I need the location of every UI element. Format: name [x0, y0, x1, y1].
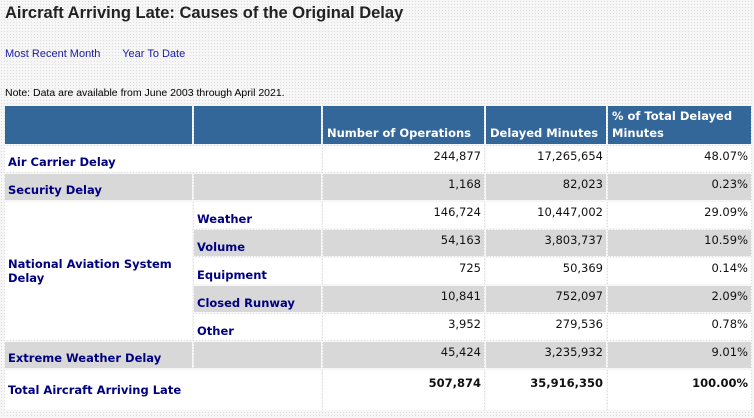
cell-percent: 0.78% [608, 314, 751, 340]
most-recent-month-link[interactable]: Most Recent Month [5, 48, 101, 60]
cell-percent: 100.00% [608, 370, 751, 410]
header-subcause [194, 106, 321, 144]
sub-row-label: Weather [194, 202, 321, 228]
cell-minutes: 279,536 [486, 314, 606, 340]
cell-operations: 10,841 [323, 286, 484, 312]
cell-operations: 54,163 [323, 230, 484, 256]
sub-row-label: Volume [194, 230, 321, 256]
table-row-security: Security Delay 1,168 82,023 0.23% [5, 174, 751, 200]
cell-minutes: 10,447,002 [486, 202, 606, 228]
cell-operations: 244,877 [323, 146, 484, 172]
cell-empty [194, 342, 321, 368]
cell-percent: 29.09% [608, 202, 751, 228]
row-label: Extreme Weather Delay [5, 342, 192, 368]
table-row-nas-equipment: Equipment 725 50,369 0.14% [5, 258, 751, 284]
header-number-of-operations: Number of Operations [323, 106, 484, 144]
cell-percent: 0.14% [608, 258, 751, 284]
table-row-nas-weather: National Aviation System Delay Weather 1… [5, 202, 751, 340]
delay-causes-table: Number of Operations Delayed Minutes % o… [3, 104, 753, 412]
table-row-air-carrier: Air Carrier Delay 244,877 17,265,654 48.… [5, 146, 751, 172]
cell-operations: 507,874 [323, 370, 484, 410]
cell-operations: 146,724 [323, 202, 484, 228]
cell-minutes: 3,235,932 [486, 342, 606, 368]
cell-percent: 9.01% [608, 342, 751, 368]
table-header-row: Number of Operations Delayed Minutes % o… [5, 106, 751, 144]
table-row-nas-other: Other 3,952 279,536 0.78% [5, 314, 751, 340]
cell-operations: 3,952 [323, 314, 484, 340]
table-row-extreme-weather: Extreme Weather Delay 45,424 3,235,932 9… [5, 342, 751, 368]
header-percent-total-delayed: % of Total Delayed Minutes [608, 106, 751, 144]
cell-percent: 10.59% [608, 230, 751, 256]
header-cause [5, 106, 192, 144]
row-label: Air Carrier Delay [5, 146, 321, 172]
sub-row-label: Other [194, 314, 321, 340]
cell-operations: 725 [323, 258, 484, 284]
cell-minutes: 50,369 [486, 258, 606, 284]
cell-minutes: 752,097 [486, 286, 606, 312]
sub-row-label: Closed Runway [194, 286, 321, 312]
cell-minutes: 82,023 [486, 174, 606, 200]
table-row-nas-closed-runway: Closed Runway 10,841 752,097 2.09% [5, 286, 751, 312]
sub-row-label: Equipment [194, 258, 321, 284]
year-to-date-link[interactable]: Year To Date [122, 48, 186, 60]
nas-group-label: National Aviation System Delay [5, 202, 192, 340]
cell-operations: 1,168 [323, 174, 484, 200]
page-title: Aircraft Arriving Late: Causes of the Or… [5, 4, 404, 22]
cell-operations: 45,424 [323, 342, 484, 368]
row-label: Total Aircraft Arriving Late [5, 370, 321, 410]
cell-percent: 2.09% [608, 286, 751, 312]
cell-percent: 0.23% [608, 174, 751, 200]
table-row-total: Total Aircraft Arriving Late 507,874 35,… [5, 370, 751, 410]
cell-empty [194, 174, 321, 200]
data-availability-note: Note: Data are available from June 2003 … [5, 87, 285, 99]
row-label: Security Delay [5, 174, 192, 200]
period-links: Most Recent Month Year To Date [5, 48, 204, 60]
cell-minutes: 17,265,654 [486, 146, 606, 172]
header-delayed-minutes: Delayed Minutes [486, 106, 606, 144]
cell-minutes: 35,916,350 [486, 370, 606, 410]
table-row-nas-volume: Volume 54,163 3,803,737 10.59% [5, 230, 751, 256]
cell-minutes: 3,803,737 [486, 230, 606, 256]
cell-percent: 48.07% [608, 146, 751, 172]
